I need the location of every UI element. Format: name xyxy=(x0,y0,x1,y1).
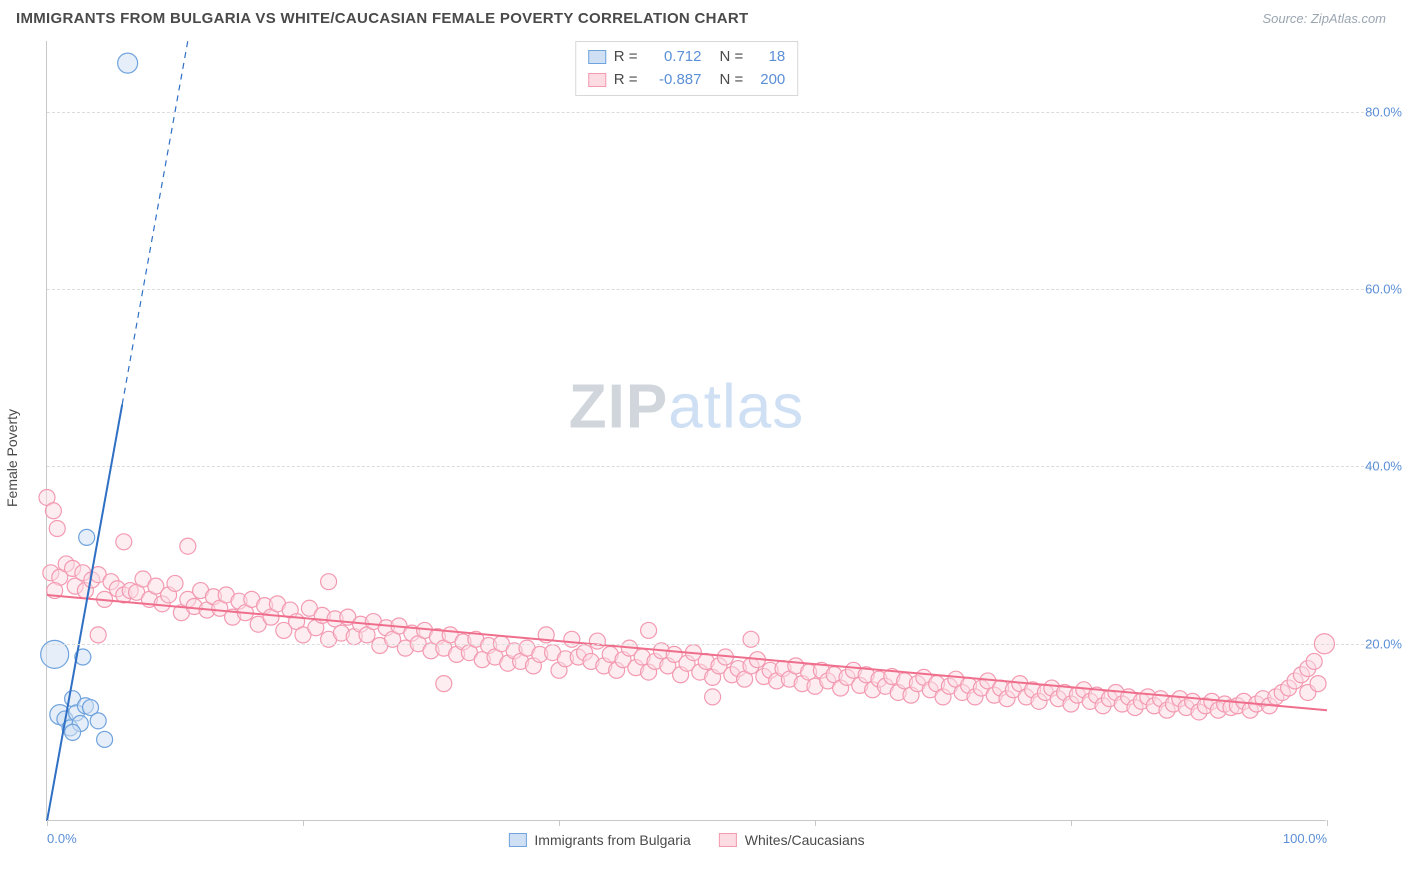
n-value-blue: 18 xyxy=(751,46,785,69)
y-tick-label: 20.0% xyxy=(1365,636,1402,651)
legend-label-blue: Immigrants from Bulgaria xyxy=(534,832,690,848)
n-value-pink: 200 xyxy=(751,69,785,92)
chart-header: IMMIGRANTS FROM BULGARIA VS WHITE/CAUCAS… xyxy=(0,0,1406,33)
series-legend: Immigrants from Bulgaria Whites/Caucasia… xyxy=(508,832,864,848)
y-axis-label: Female Poverty xyxy=(4,409,20,507)
r-label: R = xyxy=(614,69,638,92)
scatter-svg xyxy=(47,41,1326,820)
r-value-pink: -0.887 xyxy=(646,69,702,92)
x-tick xyxy=(47,820,48,826)
n-label: N = xyxy=(720,46,744,69)
x-tick xyxy=(815,820,816,826)
chart-area: Female Poverty ZIPatlas R = 0.712 N = 18… xyxy=(0,33,1406,883)
swatch-pink-icon xyxy=(719,833,737,847)
legend-label-pink: Whites/Caucasians xyxy=(745,832,865,848)
x-tick xyxy=(559,820,560,826)
y-tick-label: 60.0% xyxy=(1365,282,1402,297)
n-label: N = xyxy=(720,69,744,92)
gridline xyxy=(47,289,1374,290)
gridline xyxy=(47,112,1374,113)
swatch-blue-icon xyxy=(508,833,526,847)
swatch-pink-icon xyxy=(588,73,606,87)
r-label: R = xyxy=(614,46,638,69)
x-tick xyxy=(303,820,304,826)
chart-source: Source: ZipAtlas.com xyxy=(1262,11,1386,26)
legend-item-pink: Whites/Caucasians xyxy=(719,832,865,848)
y-tick-label: 40.0% xyxy=(1365,459,1402,474)
plot-region: ZIPatlas R = 0.712 N = 18 R = -0.887 N =… xyxy=(46,41,1326,821)
legend-item-blue: Immigrants from Bulgaria xyxy=(508,832,690,848)
y-tick-label: 80.0% xyxy=(1365,104,1402,119)
x-tick xyxy=(1327,820,1328,826)
chart-title: IMMIGRANTS FROM BULGARIA VS WHITE/CAUCAS… xyxy=(16,10,749,27)
swatch-blue-icon xyxy=(588,50,606,64)
r-value-blue: 0.712 xyxy=(646,46,702,69)
x-tick-label: 100.0% xyxy=(1283,831,1327,846)
legend-row-blue: R = 0.712 N = 18 xyxy=(588,46,786,69)
gridline xyxy=(47,466,1374,467)
legend-row-pink: R = -0.887 N = 200 xyxy=(588,69,786,92)
gridline xyxy=(47,644,1374,645)
x-tick xyxy=(1071,820,1072,826)
correlation-legend: R = 0.712 N = 18 R = -0.887 N = 200 xyxy=(575,41,799,96)
x-tick-label: 0.0% xyxy=(47,831,77,846)
